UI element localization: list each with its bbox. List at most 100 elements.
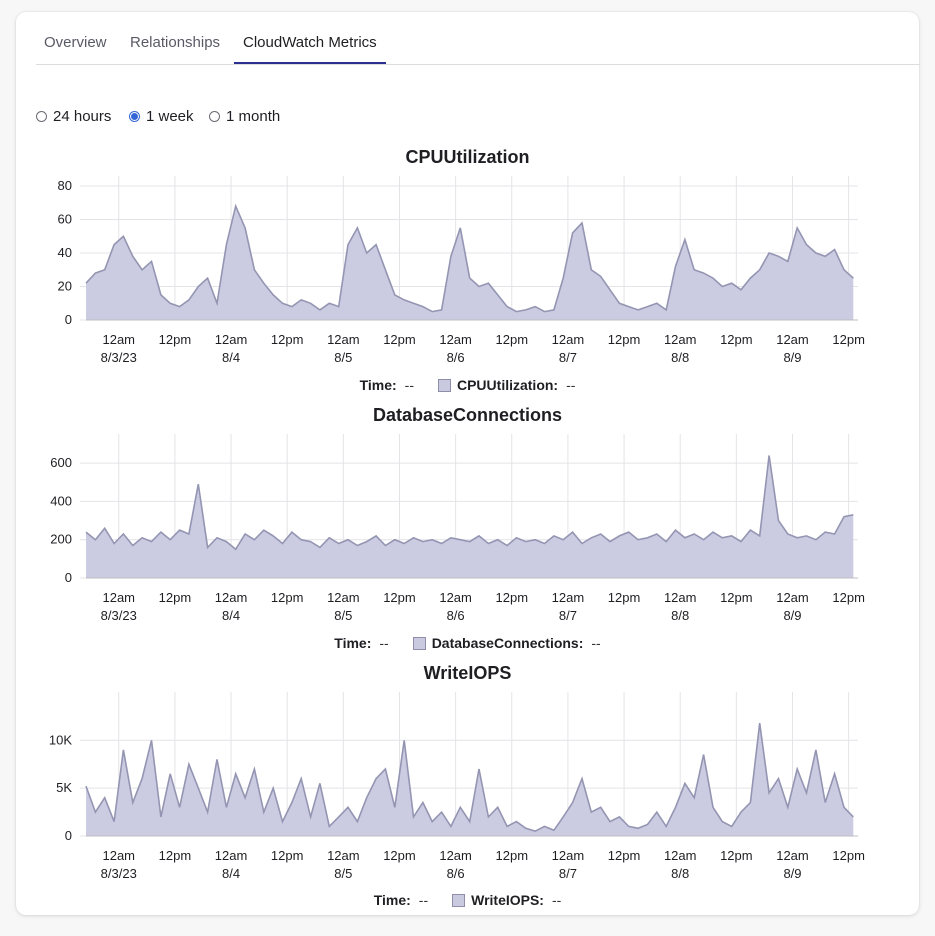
write-iops-chart-title: WriteIOPS [423,663,512,683]
x-tick-date-label: 8/9 [783,350,801,365]
cpu-chart-legend: Time: -- CPUUtilization: -- [16,377,919,393]
x-tick-date-label: 8/7 [559,350,577,365]
range-option-1-week[interactable]: 1 week [129,106,194,126]
x-tick-label: 12pm [496,332,529,347]
x-tick-label: 12pm [608,590,641,605]
x-tick-label: 12am [102,848,135,863]
x-tick-date-label: 8/4 [222,866,240,881]
legend-swatch [437,378,451,392]
series-line [85,203,854,313]
y-tick-label: 0 [65,828,72,843]
x-tick-label: 12pm [832,848,865,863]
x-tick-label: 12am [552,332,585,347]
tab-overview[interactable]: Overview [44,34,107,51]
y-tick-label: 80 [58,178,72,193]
x-tick-label: 12pm [159,848,192,863]
write-iops-chart[interactable]: 12am 8/3/23 12pm 12am 8/4 12pm 12am 8/5 12pm 12am… [16,692,919,892]
x-tick-label: 12pm [383,590,416,605]
range-label-24-hours: 24 hours [53,107,112,125]
x-tick-date-label: 8/7 [559,866,577,881]
x-tick-date-label: 8/8 [671,608,689,623]
x-tick-date-label: 8/3/23 [101,608,137,623]
x-tick-label: 12am [439,590,472,605]
x-tick-label: 12am [776,332,809,347]
x-tick-label: 12pm [159,590,192,605]
legend-swatch [452,893,466,907]
x-tick-label: 12am [327,332,360,347]
x-tick-label: 12am [776,590,809,605]
y-tick-label: 40 [58,245,72,260]
series-area [86,723,854,836]
x-tick-label: 12pm [271,848,304,863]
x-tick-label: 12am [552,590,585,605]
range-label-1-month: 1 month [226,107,281,125]
legend-series-value: -- [551,892,562,908]
x-tick-label: 12pm [271,590,304,605]
tab-bar: Overview Relationships CloudWatch Metric… [36,12,920,65]
legend-series-label: DatabaseConnections: [431,635,584,651]
x-tick-label: 12pm [159,332,192,347]
x-tick-label: 12am [664,332,697,347]
active-tab-indicator [234,62,386,64]
db-connections-chart-title: DatabaseConnections [372,405,563,425]
y-tick-label: 600 [50,455,72,470]
x-tick-date-label: 8/6 [447,350,465,365]
x-tick-date-label: 8/6 [447,866,465,881]
cpu-chart[interactable]: 12am 8/3/23 12pm 12am 8/4 12pm 12am 8/5 12pm 12am… [16,176,919,376]
db-connections-chart[interactable]: 12am 8/3/23 12pm 12am 8/4 12pm 12am 8/5 12pm 12am… [16,434,919,634]
legend-time-value: -- [418,892,429,908]
series-area [86,455,854,578]
series-area [86,206,854,320]
cpu-chart-title: CPUUtilization [405,147,530,167]
x-tick-label: 12am [215,590,248,605]
radio-1-month[interactable] [209,110,220,122]
x-tick-date-label: 8/3/23 [101,866,137,881]
legend-series-value: -- [566,377,576,393]
tab-relationships[interactable]: Relationships [130,34,221,51]
x-tick-label: 12pm [608,332,641,347]
x-tick-label: 12pm [832,590,865,605]
legend-series-label: WriteIOPS: [471,892,544,908]
x-tick-label: 12pm [720,332,753,347]
y-tick-label: 0 [65,312,72,327]
x-tick-label: 12pm [720,848,753,863]
range-option-24-hours[interactable]: 24 hours [36,106,111,126]
series-line [85,455,854,551]
x-tick-date-label: 8/9 [783,866,801,881]
x-tick-label: 12pm [832,332,865,347]
x-tick-label: 12am [327,848,360,863]
x-tick-date-label: 8/5 [334,866,352,881]
x-tick-date-label: 8/4 [222,608,240,623]
db-connections-chart-legend: Time: -- DatabaseConnections: -- [16,635,919,651]
x-tick-label: 12pm [383,848,416,863]
x-tick-label: 12pm [496,590,529,605]
x-tick-date-label: 8/8 [671,866,689,881]
legend-time-value: -- [379,635,389,651]
x-tick-label: 12am [102,590,135,605]
x-tick-label: 12am [439,848,472,863]
x-tick-label: 12pm [608,848,641,863]
legend-time-value: -- [404,377,414,393]
x-tick-date-label: 8/3/23 [101,350,137,365]
x-tick-label: 12am [776,848,809,863]
legend-series-label: CPUUtilization: [456,377,559,393]
write-iops-chart-legend: Time: -- WriteIOPS: -- [16,892,919,908]
legend-swatch [412,636,426,650]
tab-cloudwatch-metrics[interactable]: CloudWatch Metrics [243,34,377,51]
x-tick-date-label: 8/9 [783,608,801,623]
range-option-1-month[interactable]: 1 month [209,106,280,126]
y-tick-label: 20 [58,279,72,294]
x-tick-label: 12am [215,848,248,863]
legend-time-label: Time: [359,377,397,393]
x-tick-label: 12pm [496,848,529,863]
legend-series-value: -- [591,635,601,651]
y-tick-label: 200 [50,532,72,547]
series-line [85,722,854,833]
radio-1-week[interactable] [129,110,140,122]
x-tick-date-label: 8/7 [559,608,577,623]
radio-24-hours[interactable] [36,110,47,122]
x-tick-label: 12pm [383,332,416,347]
x-tick-label: 12am [664,590,697,605]
x-tick-date-label: 8/5 [334,350,352,365]
x-tick-label: 12pm [720,590,753,605]
